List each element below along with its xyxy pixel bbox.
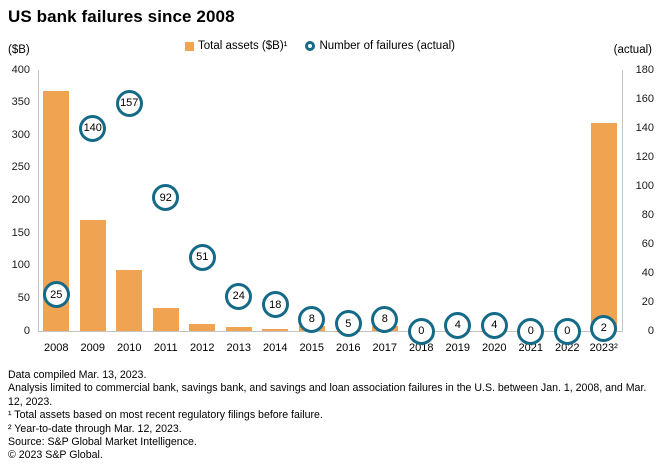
- x-label-2013: 2013: [226, 342, 251, 354]
- x-label-2022: 2022: [555, 342, 580, 354]
- y-left-tick-0: 0: [23, 324, 30, 337]
- failures-marker-2020: 4: [480, 311, 508, 339]
- x-label-2009: 2009: [80, 342, 105, 354]
- legend-label-total-assets: Total assets ($B)¹: [198, 40, 288, 52]
- failures-marker-2023: 2: [590, 314, 618, 342]
- right-axis-line: [622, 70, 623, 331]
- x-label-2011: 2011: [153, 342, 178, 354]
- y-left-tick-350: 350: [11, 96, 30, 109]
- failures-marker-2011: 92: [152, 184, 180, 212]
- y-right-tick-80: 80: [641, 208, 654, 221]
- failures-marker-2008: 25: [42, 281, 70, 309]
- x-label-2012: 2012: [190, 342, 215, 354]
- footnote-copyright: © 2023 S&P Global.: [8, 449, 103, 462]
- x-label-2016: 2016: [336, 342, 361, 354]
- failures-marker-2022: 0: [553, 317, 581, 345]
- failures-marker-2014: 18: [261, 291, 289, 319]
- footnote-analysis: Analysis limited to commercial bank, sav…: [8, 382, 647, 408]
- failures-marker-2019: 4: [444, 311, 472, 339]
- y-right-tick-100: 100: [635, 179, 654, 192]
- x-axis-baseline: [38, 331, 623, 332]
- y-left-tick-150: 150: [11, 226, 30, 239]
- y-right-tick-120: 120: [635, 150, 654, 163]
- bar-2009: [79, 220, 106, 331]
- y-left-tick-50: 50: [17, 291, 30, 304]
- failures-marker-2016: 5: [334, 310, 362, 338]
- bar-swatch-icon: [185, 41, 194, 51]
- x-label-2017: 2017: [372, 342, 397, 354]
- footnote-1: ¹ Total assets based on most recent regu…: [8, 409, 323, 422]
- y-left-tick-400: 400: [11, 63, 30, 76]
- left-axis-unit-label: ($B): [8, 44, 30, 56]
- footnote-2: ² Year-to-date through Mar. 12, 2023.: [8, 422, 182, 435]
- bar-2012: [189, 323, 216, 331]
- y-left-tick-300: 300: [11, 128, 30, 141]
- legend-item-total-assets: Total assets ($B)¹: [185, 40, 287, 52]
- x-label-2020: 2020: [482, 342, 507, 354]
- failures-marker-2013: 24: [225, 282, 253, 310]
- footnote-source: Source: S&P Global Market Intelligence.: [8, 436, 197, 449]
- failures-marker-2012: 51: [188, 243, 216, 271]
- failures-marker-2015: 8: [298, 305, 326, 333]
- legend-item-failures: Number of failures (actual): [305, 40, 455, 52]
- left-axis-line: [38, 70, 39, 331]
- x-label-2008: 2008: [44, 342, 69, 354]
- bar-2023: [590, 122, 617, 331]
- y-right-tick-180: 180: [635, 63, 654, 76]
- y-right-tick-20: 20: [641, 295, 654, 308]
- circle-marker-icon: [305, 41, 316, 51]
- x-label-2023: 2023²: [589, 342, 618, 354]
- footnote-compiled: Data compiled Mar. 13, 2023.: [8, 369, 147, 381]
- x-label-2015: 2015: [299, 342, 324, 354]
- y-left-tick-250: 250: [11, 161, 30, 174]
- bar-2011: [152, 308, 179, 331]
- x-label-2021: 2021: [518, 342, 543, 354]
- x-label-2010: 2010: [117, 342, 142, 354]
- footnotes: Data compiled Mar. 13, 2023. Analysis li…: [8, 369, 654, 463]
- x-label-2019: 2019: [445, 342, 470, 354]
- chart-title: US bank failures since 2008: [8, 7, 235, 26]
- y-right-tick-160: 160: [635, 92, 654, 105]
- x-label-2018: 2018: [409, 342, 434, 354]
- y-right-tick-40: 40: [641, 266, 654, 279]
- right-axis-unit-label: (actual): [613, 44, 652, 56]
- failures-marker-2021: 0: [517, 317, 545, 345]
- legend: Total assets ($B)¹ Number of failures (a…: [185, 40, 455, 52]
- y-left-tick-100: 100: [11, 259, 30, 272]
- y-right-tick-60: 60: [641, 237, 654, 250]
- x-label-2014: 2014: [263, 342, 288, 354]
- y-right-tick-140: 140: [635, 121, 654, 134]
- bar-2010: [116, 270, 143, 331]
- failures-marker-2009: 140: [79, 114, 107, 142]
- failures-marker-2010: 157: [115, 89, 143, 117]
- legend-label-failures: Number of failures (actual): [319, 40, 455, 52]
- y-left-tick-200: 200: [11, 194, 30, 206]
- bar-2013: [225, 327, 252, 331]
- failures-marker-2018: 0: [407, 317, 435, 345]
- y-right-tick-0: 0: [647, 324, 654, 337]
- failures-marker-2017: 8: [371, 305, 399, 333]
- bar-2014: [262, 329, 289, 331]
